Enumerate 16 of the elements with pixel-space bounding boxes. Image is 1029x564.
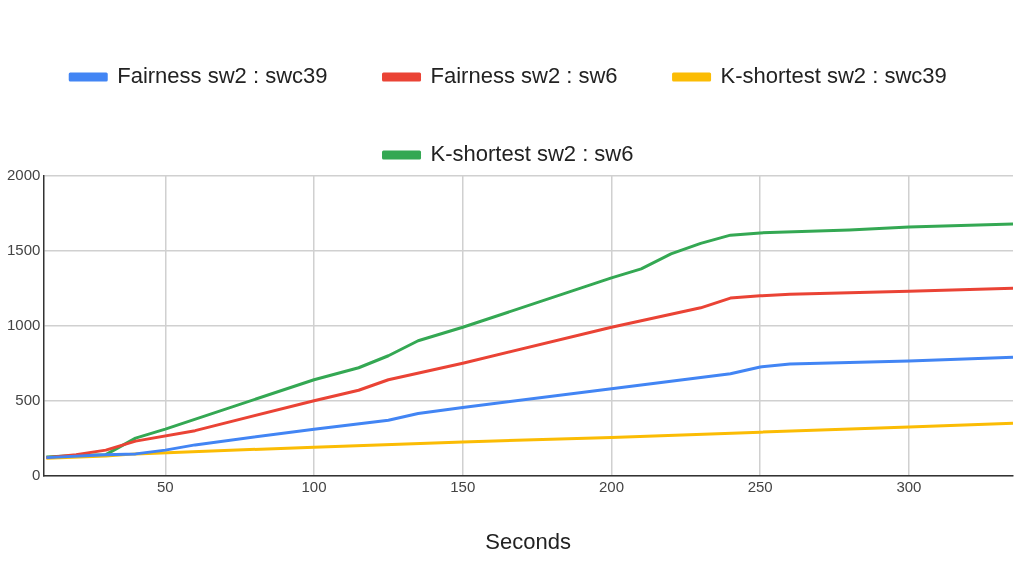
legend-label: K-shortest sw2 : sw6 xyxy=(430,141,634,167)
legend-label: K-shortest sw2 : swc39 xyxy=(720,63,947,89)
y-tick-label: 1000 xyxy=(6,315,41,333)
y-tick-label: 0 xyxy=(32,465,41,483)
y-tick-label: 1500 xyxy=(6,241,41,259)
y-tick-label: 500 xyxy=(15,390,41,408)
x-tick-label: 300 xyxy=(896,477,922,495)
x-tick-label: 50 xyxy=(156,477,174,495)
legend-label: Fairness sw2 : swc39 xyxy=(117,63,328,89)
x-tick-label: 100 xyxy=(301,477,327,495)
x-tick-label: 250 xyxy=(747,477,773,495)
legend-label: Fairness sw2 : sw6 xyxy=(430,63,618,89)
x-axis-title: Seconds xyxy=(485,528,571,554)
y-tick-label: 2000 xyxy=(6,166,41,184)
x-tick-label: 150 xyxy=(450,477,476,495)
x-tick-label: 200 xyxy=(598,477,624,495)
